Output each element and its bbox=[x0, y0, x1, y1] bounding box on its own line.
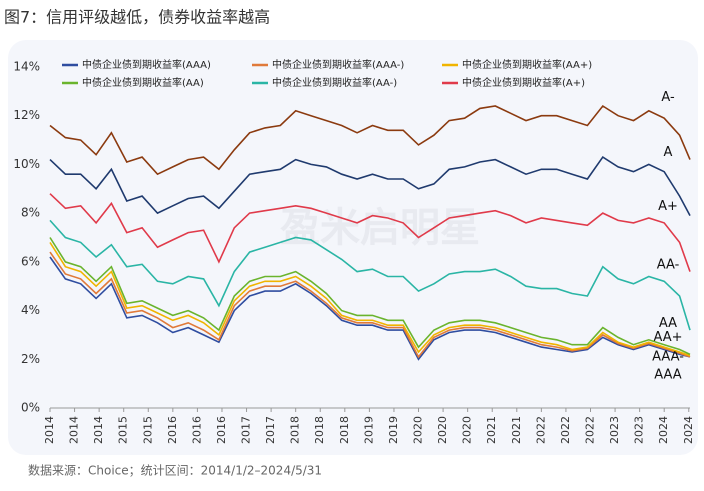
series-line bbox=[49, 219, 691, 331]
x-tick-label: 2014 bbox=[68, 416, 81, 444]
legend-label: 中债企业债到期收益率(AA) bbox=[82, 76, 204, 89]
series-line bbox=[49, 256, 691, 361]
legend-label: 中债企业债到期收益率(A+) bbox=[462, 76, 585, 89]
legend-label: 中债企业债到期收益率(AA+) bbox=[462, 58, 592, 71]
end-label: AA bbox=[659, 316, 677, 331]
watermark: 盈米启明星 bbox=[280, 205, 480, 251]
x-tick-label: 2021 bbox=[510, 416, 523, 444]
series-line bbox=[49, 251, 691, 359]
x-tick-label: 2015 bbox=[117, 416, 130, 444]
x-tick-label: 2018 bbox=[338, 416, 351, 444]
x-tick-label: 2015 bbox=[141, 416, 154, 444]
y-tick-label: 2% bbox=[21, 352, 40, 366]
x-tick-label: 2017 bbox=[264, 416, 277, 444]
y-tick-label: 8% bbox=[21, 206, 40, 220]
series-line bbox=[49, 156, 691, 216]
end-label: AAA- bbox=[652, 349, 684, 364]
x-tick-label: 2020 bbox=[412, 416, 425, 444]
x-tick-label: 2022 bbox=[583, 416, 596, 444]
panel bbox=[8, 40, 698, 455]
source-note: 数据来源：Choice；统计区间：2014/1/2–2024/5/31 bbox=[28, 463, 322, 478]
legend-label: 中债企业债到期收益率(AAA) bbox=[82, 58, 211, 71]
end-label: AA+ bbox=[653, 330, 682, 345]
x-tick-label: 2019 bbox=[362, 416, 375, 444]
x-tick-label: 2021 bbox=[485, 416, 498, 444]
x-tick-label: 2016 bbox=[190, 416, 203, 444]
x-tick-label: 2014 bbox=[43, 416, 56, 444]
x-tick-label: 2017 bbox=[240, 416, 253, 444]
end-label: A- bbox=[661, 90, 675, 105]
x-tick-label: 2022 bbox=[559, 416, 572, 444]
x-tick-label: 2014 bbox=[92, 416, 105, 444]
y-tick-label: 6% bbox=[21, 254, 40, 268]
x-tick-label: 2023 bbox=[608, 416, 621, 444]
end-label: AA- bbox=[657, 258, 680, 273]
x-tick-label: 2022 bbox=[534, 416, 547, 444]
x-tick-label: 2018 bbox=[313, 416, 326, 444]
x-tick-label: 2016 bbox=[215, 416, 228, 444]
x-tick-label: 2023 bbox=[633, 416, 646, 444]
series-line bbox=[49, 237, 691, 356]
x-tick-label: 2020 bbox=[461, 416, 474, 444]
legend-label: 中债企业债到期收益率(AA-) bbox=[272, 76, 397, 89]
y-tick-label: 14% bbox=[13, 60, 40, 74]
end-label: AAA bbox=[654, 367, 682, 382]
end-label: A bbox=[664, 145, 673, 160]
series-line bbox=[49, 241, 691, 357]
x-tick-label: 2024 bbox=[657, 416, 670, 444]
y-tick-label: 12% bbox=[13, 108, 40, 122]
legend-label: 中债企业债到期收益率(AAA-) bbox=[272, 58, 404, 71]
y-tick-label: 0% bbox=[21, 401, 40, 415]
x-tick-label: 2019 bbox=[387, 416, 400, 444]
end-label: A+ bbox=[658, 199, 678, 214]
series-line bbox=[49, 193, 691, 272]
y-tick-label: 10% bbox=[13, 157, 40, 171]
series-line bbox=[49, 104, 691, 176]
x-tick-label: 2016 bbox=[166, 416, 179, 444]
x-tick-label: 2024 bbox=[682, 416, 695, 444]
x-tick-label: 2018 bbox=[289, 416, 302, 444]
chart-title: 图7：信用评级越低，债券收益率越高 bbox=[4, 8, 270, 27]
x-tick-label: 2020 bbox=[436, 416, 449, 444]
y-tick-label: 4% bbox=[21, 303, 40, 317]
